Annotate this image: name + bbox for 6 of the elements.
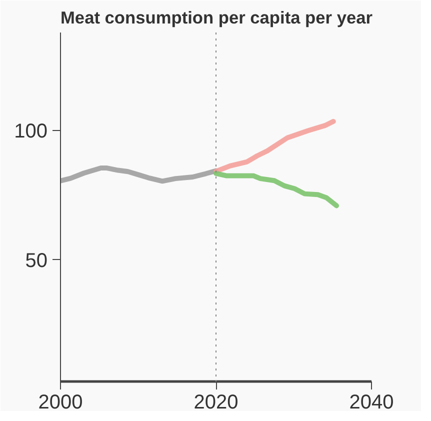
x-tick-label: 2020 — [194, 392, 238, 414]
y-tick-label: 100 — [14, 120, 48, 143]
chart-title: Meat consumption per capita per year — [60, 8, 373, 28]
x-tick-label: 2000 — [38, 392, 83, 414]
x-tick-label: 2040 — [349, 392, 394, 414]
y-tick-label: 50 — [25, 250, 48, 272]
